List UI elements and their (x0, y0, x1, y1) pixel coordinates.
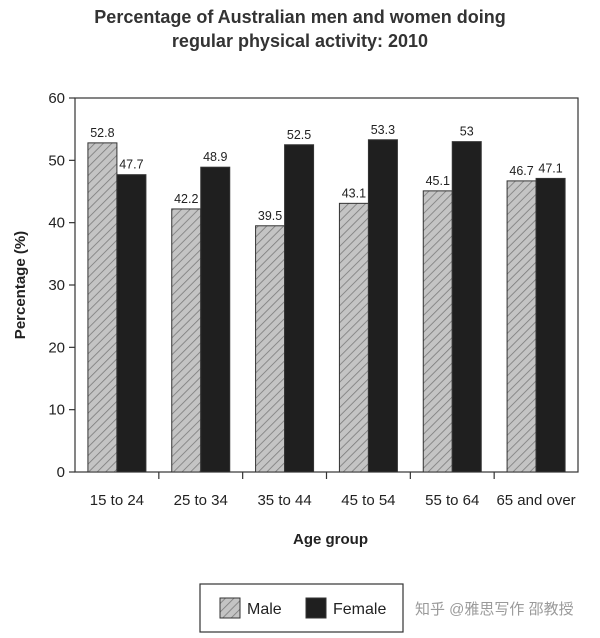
bar-female (200, 166, 231, 473)
x-tick-label: 65 and over (496, 492, 575, 509)
data-label-male: 52.8 (90, 126, 114, 140)
y-axis-label: Percentage (%) (12, 231, 29, 339)
data-label-female: 47.7 (119, 158, 143, 172)
y-tick-label: 0 (57, 464, 65, 481)
bar-male (422, 190, 453, 473)
x-tick-label: 25 to 34 (174, 492, 228, 509)
legend-label-female: Female (333, 601, 386, 618)
data-label-male: 45.1 (426, 174, 450, 188)
bar-female (535, 177, 566, 473)
x-tick-label: 35 to 44 (257, 492, 311, 509)
y-tick-label: 30 (48, 277, 65, 294)
bar-male (171, 208, 202, 473)
legend-swatch-female (305, 597, 327, 619)
y-tick-label: 60 (48, 90, 65, 107)
y-tick-label: 40 (48, 215, 65, 232)
bar-male (338, 202, 369, 473)
data-label-male: 46.7 (509, 164, 533, 178)
chart-title-line1: Percentage of Australian men and women d… (94, 7, 506, 27)
bar-female (367, 139, 398, 473)
x-tick-label: 55 to 64 (425, 492, 479, 509)
data-label-male: 42.2 (174, 192, 198, 206)
data-label-male: 43.1 (342, 186, 366, 200)
data-label-female: 53.3 (371, 123, 395, 137)
y-tick-label: 10 (48, 402, 65, 419)
x-axis-label: Age group (293, 531, 368, 548)
bar-male (87, 142, 118, 473)
bar-female (451, 141, 482, 473)
data-label-female: 48.9 (203, 150, 227, 164)
chart-title-line2: regular physical activity: 2010 (171, 31, 429, 51)
data-label-female: 53 (460, 125, 474, 139)
data-label-female: 47.1 (538, 161, 562, 175)
data-label-male: 39.5 (258, 209, 282, 223)
legend-label-male: Male (247, 601, 282, 618)
bar-female (116, 174, 147, 473)
data-label-female: 52.5 (287, 128, 311, 142)
plot-frame (74, 97, 579, 473)
x-tick-label: 15 to 24 (90, 492, 144, 509)
bar-male (255, 225, 286, 473)
watermark-text: 知乎 @雅思写作 邵教授 (415, 601, 574, 618)
y-tick-label: 50 (48, 152, 65, 169)
x-tick-label: 45 to 54 (341, 492, 395, 509)
bar-female (284, 144, 315, 473)
y-tick-label: 20 (48, 339, 65, 356)
bar-male (506, 180, 537, 473)
legend-swatch-male (219, 597, 241, 619)
